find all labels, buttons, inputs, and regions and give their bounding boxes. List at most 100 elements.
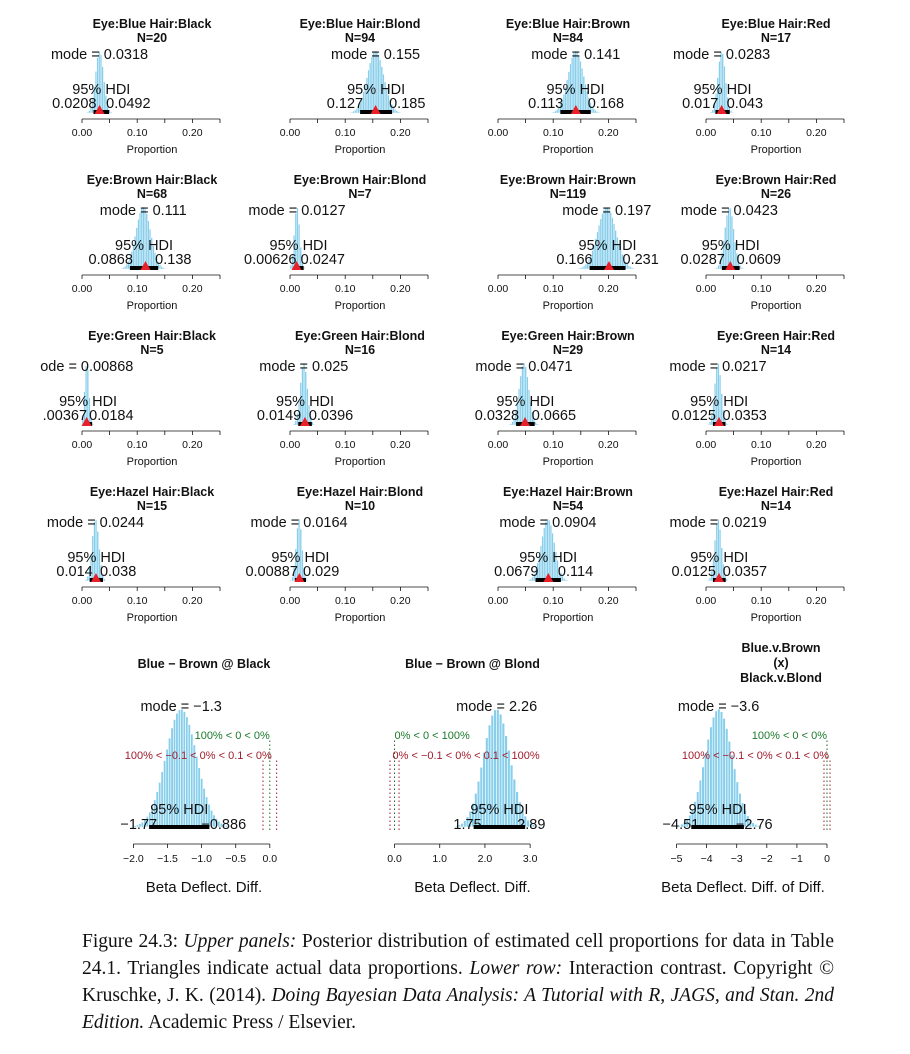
panel-title: Eye:Brown Hair:Blond bbox=[294, 173, 427, 187]
panel-n: N=119 bbox=[550, 187, 587, 201]
x-tick-label: 0.10 bbox=[751, 439, 772, 451]
x-tick-label: 1.0 bbox=[432, 853, 447, 865]
histogram bbox=[349, 50, 402, 114]
hdi-low-value: 0.127 bbox=[327, 96, 363, 112]
contrast-title: Blue − Brown @ Blond bbox=[405, 657, 540, 671]
mode-label: mode = 2.26 bbox=[456, 699, 537, 715]
panel-title: Eye:Brown Hair:Black bbox=[87, 173, 218, 187]
histogram-bar bbox=[229, 826, 233, 828]
x-tick-label: 0.00 bbox=[488, 283, 509, 295]
hdi-label: 95% HDI bbox=[271, 550, 329, 566]
x-tick-label: 0.00 bbox=[488, 595, 509, 607]
mode-label: mode = 0.0904 bbox=[499, 515, 596, 531]
histogram-bar bbox=[632, 268, 635, 270]
histogram bbox=[289, 518, 309, 582]
hdi-high-value: 0.138 bbox=[155, 252, 191, 268]
x-tick-label: 0.20 bbox=[598, 595, 619, 607]
histogram-bar bbox=[91, 423, 94, 426]
hdi-low-value: 0.0208 bbox=[52, 96, 96, 112]
x-axis-label: Proportion bbox=[751, 144, 802, 156]
x-tick-label: −5 bbox=[671, 853, 683, 865]
histogram-bar bbox=[399, 112, 402, 114]
observed-triangle bbox=[299, 417, 310, 426]
x-tick-label: 0.20 bbox=[598, 439, 619, 451]
panel-n: N=94 bbox=[345, 31, 375, 45]
comparison-label: 100% < 0 < 0% bbox=[195, 730, 270, 742]
hdi-label: 95% HDI bbox=[67, 550, 125, 566]
x-axis-label: Proportion bbox=[751, 612, 802, 624]
panel-title: Eye:Hazel Hair:Red bbox=[719, 485, 834, 499]
histogram-bar bbox=[349, 112, 352, 114]
histogram-bar bbox=[289, 579, 292, 582]
x-tick-label: 0.00 bbox=[696, 439, 717, 451]
caption-upper-label: Upper panels: bbox=[183, 931, 297, 952]
histogram-bar bbox=[579, 267, 582, 270]
x-axis-label: Proportion bbox=[751, 456, 802, 468]
hdi-label: 95% HDI bbox=[579, 238, 637, 254]
hdi-high-value: 0.185 bbox=[389, 96, 425, 112]
panel-n: N=14 bbox=[761, 343, 791, 357]
panel-title: Eye:Hazel Hair:Brown bbox=[503, 485, 633, 499]
x-tick-label: 0.20 bbox=[806, 283, 827, 295]
histogram-bar bbox=[729, 110, 732, 114]
x-tick-label: 0.10 bbox=[127, 595, 148, 607]
panel-title: Eye:Hazel Hair:Black bbox=[90, 485, 214, 499]
x-tick-label: 0.10 bbox=[127, 127, 148, 139]
hdi-low-value: −4.51 bbox=[663, 817, 700, 833]
x-axis-label: Proportion bbox=[335, 300, 386, 312]
hdi-high-value: 0.038 bbox=[100, 564, 136, 580]
observed-triangle bbox=[294, 573, 305, 582]
observed-triangle bbox=[543, 573, 554, 582]
rope-label: 0% < −0.1 < 0% < 0.1 < 100% bbox=[393, 750, 540, 762]
hdi-high-value: 0.231 bbox=[623, 252, 659, 268]
panel-title: Eye:Hazel Hair:Blond bbox=[297, 485, 423, 499]
x-tick-label: 0.10 bbox=[543, 127, 564, 139]
panel-title: Eye:Blue Hair:Black bbox=[93, 17, 212, 31]
x-tick-label: −1.0 bbox=[191, 853, 212, 865]
x-tick-label: 0.10 bbox=[335, 127, 356, 139]
observed-triangle bbox=[716, 105, 727, 114]
histogram-bar bbox=[163, 268, 166, 270]
panel-n: N=68 bbox=[137, 187, 167, 201]
hdi-label: 95% HDI bbox=[72, 82, 130, 98]
histogram-bar bbox=[534, 421, 537, 426]
histogram-bar bbox=[103, 578, 106, 582]
hdi-low-value: 0.113 bbox=[528, 96, 563, 112]
caption-figure-label: Figure 24.3: bbox=[82, 931, 178, 952]
hdi-low-value: 0.0125 bbox=[672, 408, 716, 424]
histogram bbox=[707, 363, 728, 426]
histogram-bar bbox=[566, 580, 569, 582]
x-tick-label: 0.00 bbox=[488, 439, 509, 451]
x-axis-label: Proportion bbox=[127, 300, 178, 312]
x-tick-label: 0.10 bbox=[543, 283, 564, 295]
histogram-bar bbox=[578, 268, 581, 270]
x-tick-label: 0.00 bbox=[488, 127, 509, 139]
hdi-label: 95% HDI bbox=[115, 238, 173, 254]
panel-n: N=26 bbox=[761, 187, 791, 201]
contrast-panel: Blue − Brown @ Black mode = −1.3 100% < 0 … bbox=[120, 657, 277, 896]
x-tick-label: 2.0 bbox=[478, 853, 493, 865]
hdi-label: 95% HDI bbox=[547, 82, 605, 98]
x-tick-label: 0.20 bbox=[806, 439, 827, 451]
histogram bbox=[128, 708, 233, 828]
panel-n: N=14 bbox=[761, 499, 791, 513]
hdi-low-value: −1.77 bbox=[120, 817, 157, 833]
x-tick-label: −1.5 bbox=[157, 853, 178, 865]
x-tick-label: 0.00 bbox=[72, 595, 93, 607]
mode-label: mode = 0.0217 bbox=[669, 359, 766, 375]
x-tick-label: 0.10 bbox=[335, 595, 356, 607]
panel-title: Eye:Blue Hair:Blond bbox=[300, 17, 421, 31]
x-tick-label: 0.20 bbox=[390, 127, 411, 139]
x-tick-label: 0.10 bbox=[751, 127, 772, 139]
x-tick-label: 0.10 bbox=[543, 595, 564, 607]
x-tick-label: 0.20 bbox=[598, 283, 619, 295]
hdi-low-value: 0.0328 bbox=[475, 408, 519, 424]
panel-n: N=15 bbox=[137, 499, 167, 513]
mode-label: mode = 0.0219 bbox=[670, 515, 767, 531]
